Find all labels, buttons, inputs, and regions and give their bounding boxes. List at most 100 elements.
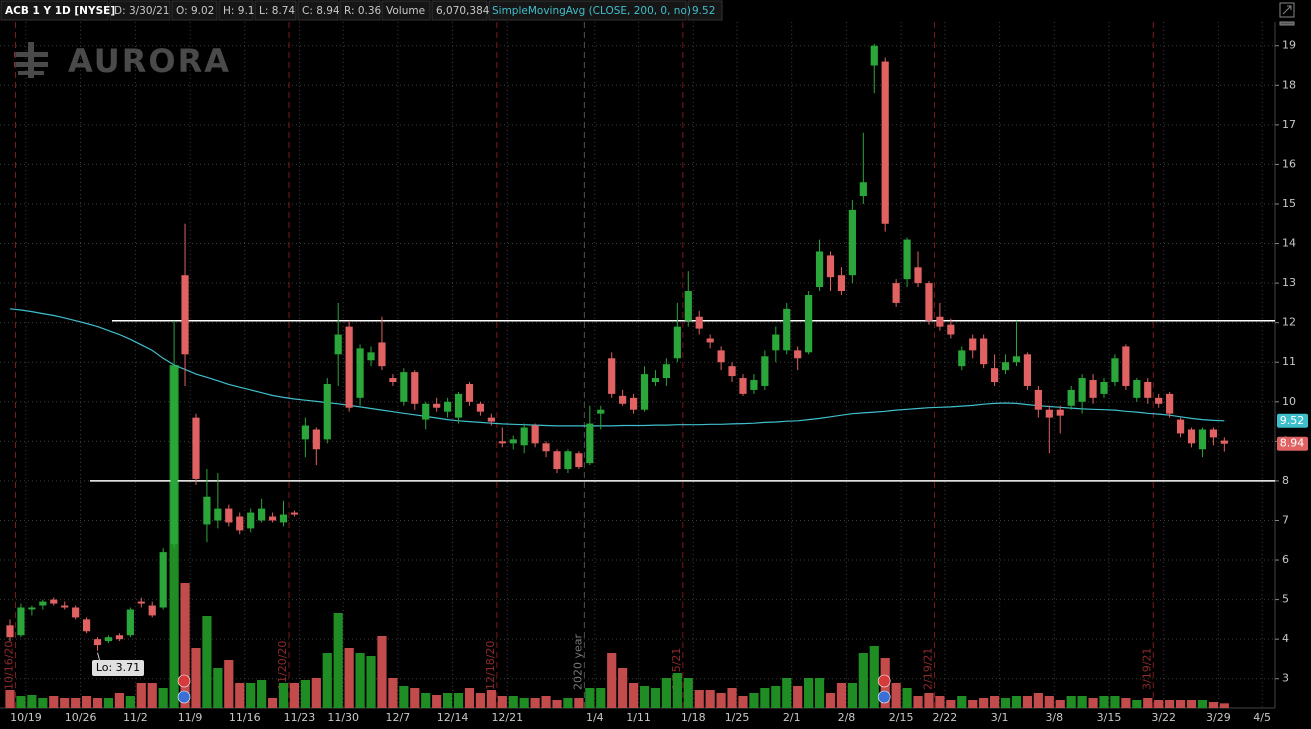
logo-icon bbox=[14, 62, 48, 67]
y-tick-label: 17 bbox=[1282, 118, 1296, 131]
x-tick-label: 12/14 bbox=[437, 711, 469, 724]
volume-bar bbox=[607, 653, 617, 708]
logo-icon bbox=[14, 52, 48, 57]
volume-bar bbox=[388, 678, 398, 708]
y-tick-label: 16 bbox=[1282, 157, 1296, 170]
candle-body bbox=[750, 380, 758, 390]
expand-icon[interactable] bbox=[1279, 2, 1295, 18]
candle-body bbox=[848, 209, 856, 276]
logo-icon bbox=[28, 42, 34, 78]
candle-body bbox=[247, 512, 255, 529]
volume-bar bbox=[1055, 700, 1065, 708]
volume-bar bbox=[410, 688, 420, 708]
candle-body bbox=[356, 348, 364, 398]
candle-body bbox=[170, 366, 178, 545]
candle-body bbox=[279, 514, 288, 523]
volume-bar bbox=[147, 683, 157, 708]
expiration-label: 12/18/20 bbox=[484, 641, 497, 690]
volume-bar bbox=[125, 696, 135, 708]
y-tick-label: 11 bbox=[1282, 355, 1296, 368]
event-marker bbox=[177, 674, 191, 688]
candle-body bbox=[1209, 429, 1217, 438]
volume-bar bbox=[300, 680, 310, 708]
volume-bar bbox=[257, 680, 267, 708]
candle-body bbox=[50, 599, 58, 604]
volume-bar bbox=[1022, 696, 1033, 708]
volume-bar bbox=[1186, 700, 1197, 708]
volume-bar bbox=[661, 678, 671, 708]
volume-bar bbox=[825, 693, 836, 708]
candle-body bbox=[1166, 393, 1174, 414]
volume-bar bbox=[574, 698, 584, 708]
x-tick-label: 11/16 bbox=[229, 711, 261, 724]
candle-body bbox=[706, 338, 714, 343]
volume-bar bbox=[1011, 696, 1022, 708]
candle-body bbox=[925, 283, 933, 321]
volume-bar bbox=[935, 696, 945, 708]
x-tick-label: 3/1 bbox=[991, 711, 1009, 724]
candle-body bbox=[673, 326, 681, 359]
candle-body bbox=[214, 508, 222, 521]
volume-bar bbox=[344, 648, 354, 708]
volume-bar bbox=[628, 683, 639, 708]
volume-bar bbox=[246, 683, 256, 708]
x-tick-label: 2/8 bbox=[838, 711, 856, 724]
candle-body bbox=[323, 383, 331, 440]
candle-body bbox=[1122, 346, 1130, 386]
sma-price-tag: 9.52 bbox=[1280, 414, 1305, 427]
header-box bbox=[488, 0, 687, 21]
volume-bar bbox=[333, 613, 343, 708]
candle-body bbox=[72, 607, 80, 618]
candle-body bbox=[258, 508, 266, 521]
collapse-icon[interactable] bbox=[1279, 21, 1295, 26]
candle-body bbox=[39, 601, 47, 606]
candle-body bbox=[115, 635, 123, 640]
candle-body bbox=[815, 251, 824, 288]
candle-body bbox=[640, 374, 649, 410]
x-tick-label: 12/7 bbox=[386, 711, 411, 724]
candle-body bbox=[575, 453, 583, 468]
volume-bar bbox=[432, 695, 442, 708]
candle-body bbox=[805, 294, 813, 353]
header-box bbox=[431, 0, 488, 21]
header-box bbox=[218, 0, 254, 21]
candle-body bbox=[433, 403, 441, 408]
logo bbox=[14, 42, 48, 78]
volume-bar bbox=[202, 616, 212, 708]
expiration-label: 11/20/20 bbox=[276, 641, 289, 690]
candle-body bbox=[1133, 380, 1141, 398]
candle-body bbox=[958, 350, 966, 367]
candle-body bbox=[6, 625, 14, 638]
candle-body bbox=[1176, 419, 1185, 434]
candle-body bbox=[1012, 356, 1021, 363]
y-tick-label: 18 bbox=[1282, 78, 1296, 91]
candle-body bbox=[947, 324, 955, 335]
volume-bar bbox=[639, 686, 650, 708]
candle-body bbox=[619, 395, 627, 404]
candle-body bbox=[411, 372, 419, 404]
candle-body bbox=[531, 425, 539, 444]
volume-bar bbox=[1143, 698, 1153, 708]
candle-body bbox=[629, 397, 638, 410]
volume-bar bbox=[49, 696, 59, 708]
candle-body bbox=[487, 417, 495, 422]
candle-body bbox=[980, 338, 988, 365]
y-tick-label: 8 bbox=[1282, 474, 1289, 487]
volume-value: 6,070,384 bbox=[436, 5, 490, 17]
candle-body bbox=[367, 352, 375, 361]
volume-bar bbox=[16, 696, 26, 708]
volume-bar bbox=[453, 693, 464, 708]
candle-body bbox=[1001, 362, 1010, 371]
window-icons[interactable] bbox=[1279, 2, 1295, 26]
header-close: C: 8.94 bbox=[302, 5, 340, 17]
candle-body bbox=[1155, 397, 1163, 404]
annotation-box bbox=[92, 660, 144, 676]
header-range: R: 0.36 bbox=[344, 5, 382, 17]
event-marker bbox=[177, 690, 191, 704]
volume-bar bbox=[650, 688, 661, 708]
candle-body bbox=[761, 356, 769, 386]
volume-bar bbox=[683, 678, 693, 708]
candle-body bbox=[717, 350, 725, 363]
volume-bar bbox=[224, 660, 234, 708]
